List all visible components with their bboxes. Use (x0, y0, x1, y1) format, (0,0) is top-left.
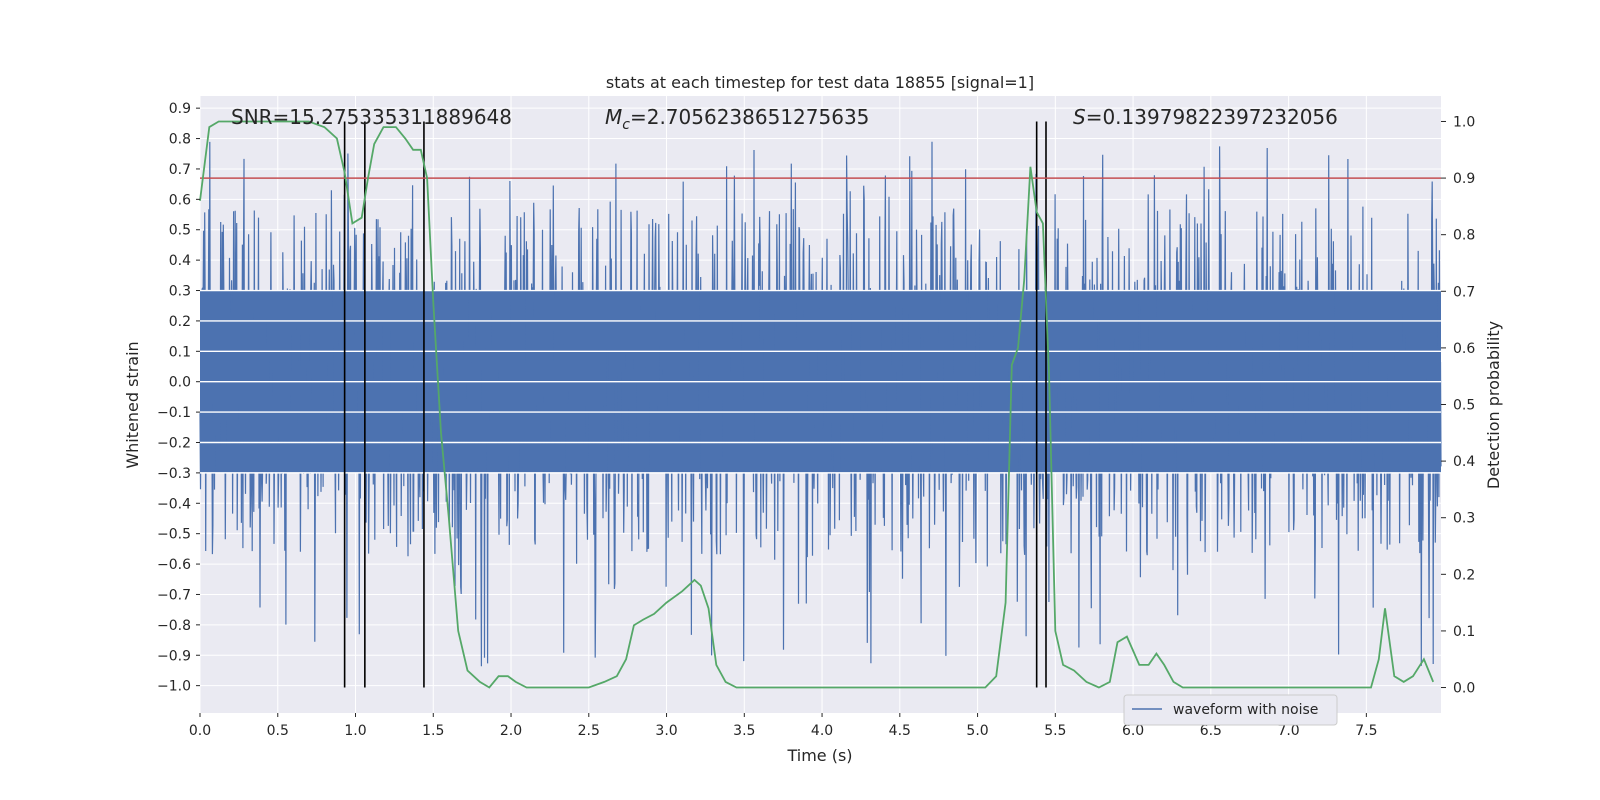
y2-tick-label: 1.0 (1453, 114, 1475, 130)
s-value: =0.13979822397232056 (1086, 105, 1338, 129)
y-tick-label: −0.8 (157, 618, 191, 634)
detection-probability-series (199, 120, 1435, 689)
x-tick-label: 3.0 (655, 723, 677, 739)
x-tick-label: 7.5 (1355, 723, 1377, 739)
y-tick-label: −0.6 (157, 557, 191, 573)
x-tick-label: 3.5 (733, 723, 755, 739)
y-tick-label: 0.3 (169, 284, 191, 300)
vertical-marker-lines (343, 121, 1047, 688)
y-tick-label: 0.4 (169, 253, 191, 269)
legend-label-waveform: waveform with noise (1173, 702, 1318, 718)
x-tick-label: 6.0 (1122, 723, 1144, 739)
detection-probability-line (199, 120, 1435, 689)
y-tick-label: 0.1 (169, 344, 191, 360)
x-tick-label: 2.0 (500, 723, 522, 739)
y2-tick-label: 0.5 (1453, 398, 1475, 414)
y-tick-label: −0.1 (157, 405, 191, 421)
y-tick-label: 0.2 (169, 314, 191, 330)
chirp-mass-symbol: M (605, 105, 622, 129)
y2-tick-label: 0.2 (1453, 567, 1475, 583)
y2-tick-label: 0.7 (1453, 284, 1475, 300)
x-tick-label: 6.5 (1200, 723, 1222, 739)
y2-tick-label: 0.3 (1453, 511, 1475, 527)
x-tick-labels: 0.0 0.5 1.0 1.5 2.0 2.5 3.0 3.5 4.0 4.5 5.0 5.5 6.0 6… (189, 713, 1377, 739)
y-tick-label: 0.7 (169, 162, 191, 178)
legend: waveform with noise (1123, 694, 1338, 726)
chart-title: stats at each timestep for test data 188… (606, 73, 1034, 92)
y2-tick-label: 0.4 (1453, 454, 1475, 470)
x-tick-label: 0.5 (267, 723, 289, 739)
y-tick-label: 0.9 (169, 101, 191, 117)
y-tick-label: −0.4 (157, 496, 191, 512)
y-tick-label: 0.0 (169, 375, 191, 391)
y2-axis-label: Detection probability (1484, 321, 1503, 489)
chirp-mass-subscript: c (622, 117, 630, 133)
y-tick-label: −0.2 (157, 435, 191, 451)
y-tick-label: 0.5 (169, 223, 191, 239)
legend-box (1123, 694, 1338, 726)
y-tick-label: −0.9 (157, 648, 191, 664)
y-tick-label: −0.7 (157, 587, 191, 603)
x-tick-label: 4.5 (889, 723, 911, 739)
x-tick-label: 1.5 (422, 723, 444, 739)
y2-tick-label: 0.1 (1453, 624, 1475, 640)
y-tick-label: 0.6 (169, 192, 191, 208)
y2-tick-label: 0.9 (1453, 171, 1475, 187)
chirp-mass-annotation: Mc=2.7056238651275635 (605, 105, 869, 133)
s-annotation: S=0.13979822397232056 (1073, 105, 1338, 129)
y2-tick-label: 0.8 (1453, 228, 1475, 244)
chirp-mass-value: =2.7056238651275635 (630, 105, 869, 129)
y-tick-label: −0.5 (157, 527, 191, 543)
x-tick-label: 5.5 (1044, 723, 1066, 739)
snr-annotation: SNR=15.275335311889648 (231, 105, 512, 129)
y-tick-label: −0.3 (157, 466, 191, 482)
x-tick-label: 5.0 (966, 723, 988, 739)
x-tick-label: 0.0 (189, 723, 211, 739)
y2-tick-label: 0.0 (1453, 681, 1475, 697)
x-tick-label: 4.0 (811, 723, 833, 739)
s-symbol: S (1073, 105, 1086, 129)
y-axis-label: Whitened strain (123, 341, 142, 468)
x-tick-label: 7.0 (1277, 723, 1299, 739)
y2-tick-label: 0.6 (1453, 341, 1475, 357)
y-tick-label: −1.0 (157, 679, 191, 695)
y-tick-labels: 0.9 0.8 0.7 0.6 0.5 0.4 0.3 0.2 0.1 0.0 −0.1 −0.2 −0… (157, 101, 200, 695)
waveform-line (199, 141, 1442, 667)
x-tick-label: 1.0 (344, 723, 366, 739)
x-axis-label: Time (s) (786, 746, 852, 765)
x-tick-label: 2.5 (578, 723, 600, 739)
waveform-series (199, 141, 1442, 667)
y2-tick-labels: 1.0 0.9 0.8 0.7 0.6 0.5 0.4 0.3 0.2 0.1 0.0 (1441, 114, 1475, 697)
y-tick-label: 0.8 (169, 132, 191, 148)
